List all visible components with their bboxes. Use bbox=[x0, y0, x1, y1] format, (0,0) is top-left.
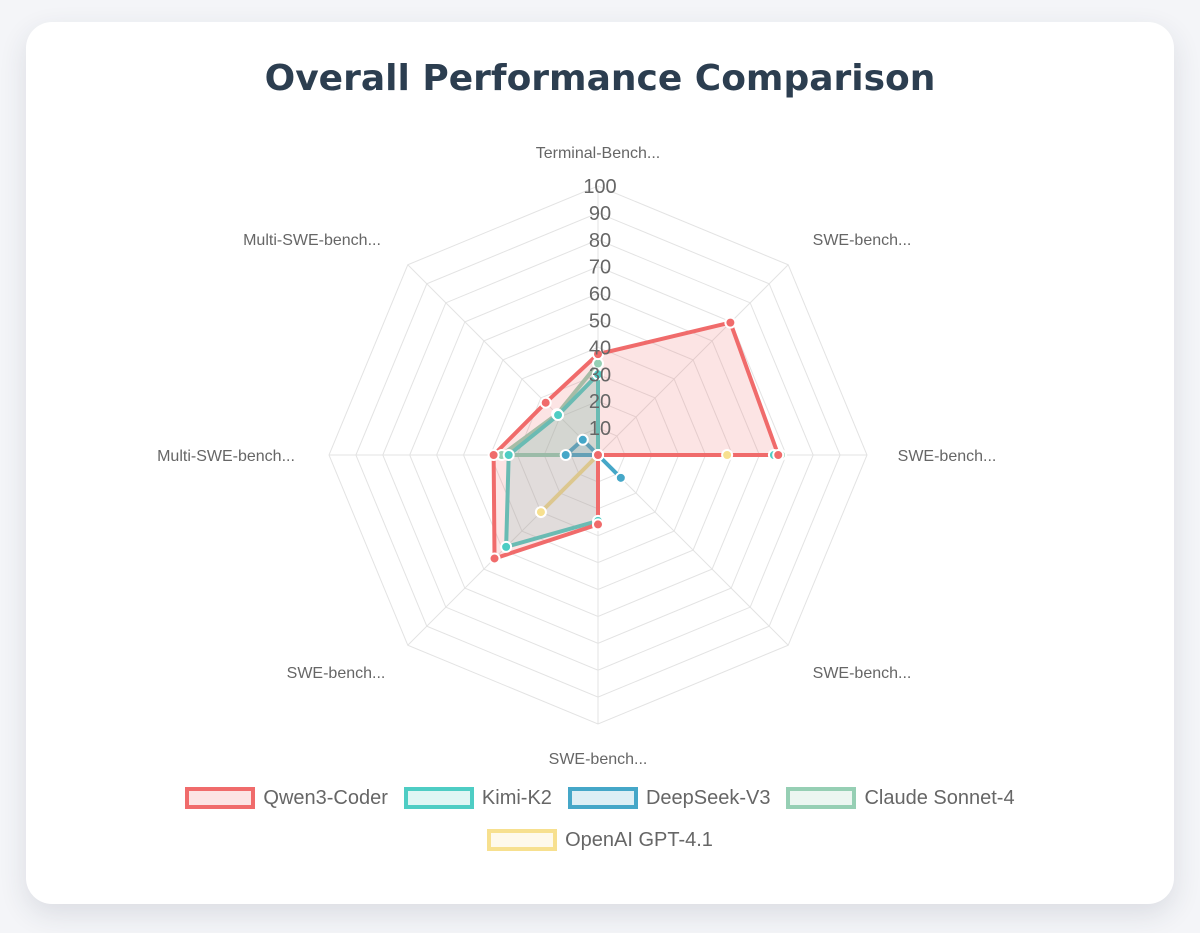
legend-swatch-deepseek-v3 bbox=[567, 787, 638, 809]
r-tick-label-80: 80 bbox=[589, 230, 611, 252]
legend-swatch-openai-gpt-4-1 bbox=[487, 829, 558, 851]
legend-row-2: OpenAI GPT-4.1 bbox=[100, 824, 1100, 856]
legend-swatch-qwen3-coder bbox=[185, 787, 256, 809]
chart-legend: Qwen3-Coder Kimi-K2 DeepSeek-V3 Claude S… bbox=[100, 782, 1100, 866]
axis-label-0: Terminal-Bench... bbox=[536, 145, 661, 162]
r-tick-label-90: 90 bbox=[589, 203, 611, 225]
point-qwen3-coder-7 bbox=[539, 396, 552, 409]
point-deepseek-v3-6 bbox=[559, 449, 572, 461]
legend-item-deepseek-v3[interactable]: DeepSeek-V3 bbox=[567, 782, 771, 814]
legend-label-kimi-k2: Kimi-K2 bbox=[481, 786, 552, 809]
legend-label-claude-sonnet-4: Claude Sonnet-4 bbox=[864, 786, 1015, 809]
axis-label-4: SWE-bench... bbox=[549, 751, 648, 768]
legend-label-openai-gpt-4-1: OpenAI GPT-4.1 bbox=[565, 828, 713, 851]
r-tick-label-30: 30 bbox=[589, 364, 611, 386]
point-qwen3-coder-3 bbox=[592, 449, 604, 461]
spoke-3 bbox=[597, 454, 789, 646]
point-kimi-k2-5 bbox=[500, 540, 513, 553]
point-qwen3-coder-5 bbox=[488, 552, 501, 565]
r-tick-label-60: 60 bbox=[589, 284, 611, 306]
r-tick-label-70: 70 bbox=[589, 257, 611, 279]
spoke-7 bbox=[407, 264, 599, 456]
legend-swatch-claude-sonnet-4 bbox=[786, 787, 857, 809]
legend-label-qwen3-coder: Qwen3-Coder bbox=[263, 786, 388, 809]
chart-title: Overall Performance Comparison bbox=[264, 58, 936, 99]
axis-label-3: SWE-bench... bbox=[813, 665, 912, 682]
point-deepseek-v3-3 bbox=[614, 471, 627, 484]
point-qwen3-coder-6 bbox=[487, 449, 500, 461]
point-qwen3-coder-1 bbox=[724, 316, 737, 329]
legend-item-claude-sonnet-4[interactable]: Claude Sonnet-4 bbox=[786, 782, 1015, 814]
axis-label-2: SWE-bench... bbox=[898, 448, 997, 465]
legend-swatch-kimi-k2 bbox=[403, 787, 474, 809]
r-tick-label-50: 50 bbox=[589, 311, 611, 333]
point-kimi-k2-7 bbox=[552, 409, 565, 422]
series-area-qwen3-coder bbox=[491, 320, 781, 561]
legend-label-deepseek-v3: DeepSeek-V3 bbox=[645, 786, 771, 809]
axis-label-5: SWE-bench... bbox=[287, 665, 386, 682]
point-openai-gpt-4-1-2 bbox=[721, 449, 734, 461]
r-tick-label-10: 10 bbox=[589, 418, 611, 440]
point-kimi-k2-0 bbox=[592, 368, 604, 381]
spoke-1 bbox=[597, 264, 789, 456]
point-qwen3-coder-4 bbox=[592, 518, 604, 531]
axis-label-6: Multi-SWE-bench... bbox=[157, 448, 295, 465]
legend-row-1: Qwen3-Coder Kimi-K2 DeepSeek-V3 Claude S… bbox=[100, 782, 1100, 814]
legend-item-qwen3-coder[interactable]: Qwen3-Coder bbox=[185, 782, 388, 814]
r-tick-label-20: 20 bbox=[589, 391, 611, 413]
point-deepseek-v3-7 bbox=[576, 433, 589, 446]
r-tick-label-40: 40 bbox=[589, 337, 611, 359]
r-tick-label-100: 100 bbox=[583, 176, 616, 198]
point-openai-gpt-4-1-5 bbox=[534, 506, 547, 519]
axis-label-1: SWE-bench... bbox=[813, 232, 912, 249]
point-kimi-k2-6 bbox=[502, 449, 515, 461]
axis-label-7: Multi-SWE-bench... bbox=[243, 232, 381, 249]
legend-item-kimi-k2[interactable]: Kimi-K2 bbox=[403, 782, 552, 814]
point-qwen3-coder-0 bbox=[592, 348, 604, 361]
point-qwen3-coder-2 bbox=[772, 449, 785, 461]
legend-item-openai-gpt-4-1[interactable]: OpenAI GPT-4.1 bbox=[487, 824, 713, 856]
